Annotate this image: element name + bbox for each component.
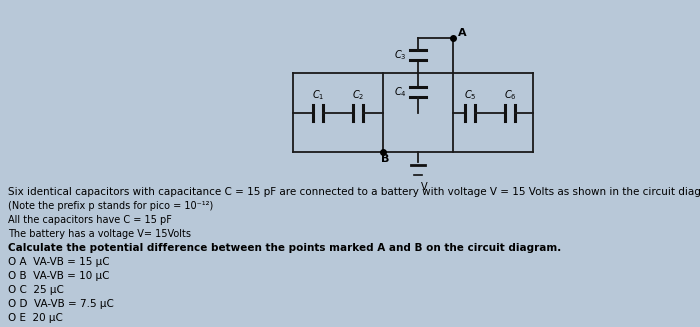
Text: Calculate the potential difference between the points marked A and B on the circ: Calculate the potential difference betwe… xyxy=(8,243,561,253)
Text: V: V xyxy=(421,182,428,192)
Text: $C_2$: $C_2$ xyxy=(352,88,364,102)
Text: O C  25 μC: O C 25 μC xyxy=(8,285,64,295)
Text: O B  VA-VB = 10 μC: O B VA-VB = 10 μC xyxy=(8,271,109,281)
Text: $C_3$: $C_3$ xyxy=(394,48,407,62)
Text: O D  VA-VB = 7.5 μC: O D VA-VB = 7.5 μC xyxy=(8,299,114,309)
Text: B: B xyxy=(381,154,389,164)
Text: $C_5$: $C_5$ xyxy=(463,88,476,102)
Text: O A  VA-VB = 15 μC: O A VA-VB = 15 μC xyxy=(8,257,110,267)
Text: A: A xyxy=(458,28,467,38)
Text: O E  20 μC: O E 20 μC xyxy=(8,313,63,323)
Text: (Note the prefix p stands for pico = 10⁻¹²): (Note the prefix p stands for pico = 10⁻… xyxy=(8,201,213,211)
Text: All the capacitors have C = 15 pF: All the capacitors have C = 15 pF xyxy=(8,215,172,225)
Text: The battery has a voltage V= 15Volts: The battery has a voltage V= 15Volts xyxy=(8,229,191,239)
Text: $C_4$: $C_4$ xyxy=(394,85,407,99)
Text: $C_1$: $C_1$ xyxy=(312,88,324,102)
Text: Six identical capacitors with capacitance C = 15 pF are connected to a battery w: Six identical capacitors with capacitanc… xyxy=(8,187,700,197)
Text: $C_6$: $C_6$ xyxy=(504,88,517,102)
